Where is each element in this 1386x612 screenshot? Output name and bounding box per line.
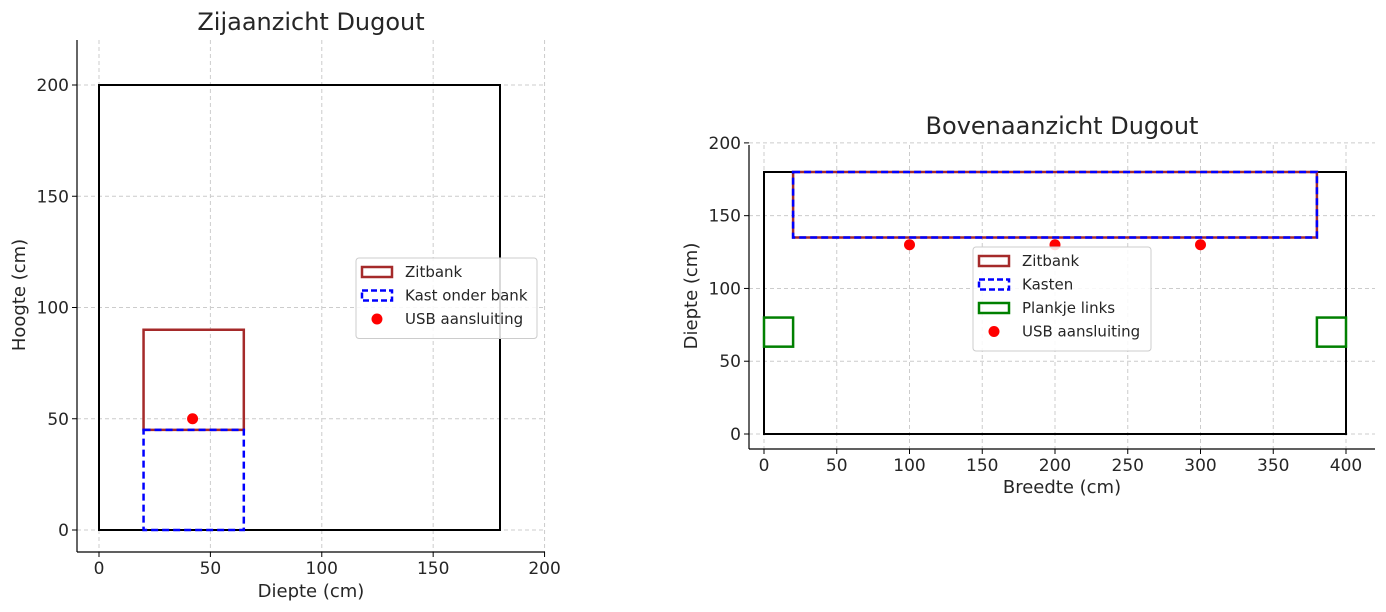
y-axis-label: Hoogte (cm) [9, 239, 30, 351]
y-axis-label: Diepte (cm) [681, 243, 702, 350]
y-tick-label: 200 [709, 134, 741, 154]
x-axis-label: Breedte (cm) [1003, 477, 1121, 498]
plankje-rect [762, 316, 795, 348]
legend-label: Plankje links [1022, 299, 1115, 317]
x-tick-label: 200 [1039, 456, 1071, 476]
y-tick-label: 50 [47, 410, 69, 430]
legend-label: USB aansluiting [1022, 323, 1140, 341]
x-tick-label: 350 [1257, 456, 1289, 476]
y-tick-label: 150 [709, 207, 741, 227]
usb-point [187, 413, 199, 425]
kast-rect [142, 428, 246, 532]
y-tick-label: 100 [37, 299, 69, 319]
x-tick-label: 100 [893, 456, 925, 476]
legend-swatch [360, 289, 394, 302]
kasten-rect [791, 170, 1319, 239]
x-tick-label: 50 [200, 559, 222, 579]
legend-marker [988, 326, 1000, 337]
chart-title: Bovenaanzicht Dugout [926, 112, 1199, 140]
legend-label: Zitbank [1022, 252, 1080, 270]
legend-label: Zitbank [405, 263, 463, 281]
y-tick-label: 200 [37, 76, 69, 96]
legend-swatch [977, 278, 1011, 291]
legend-swatch [977, 254, 1011, 268]
legend: Zitbank Kast onder bank USB aansluiting [355, 257, 538, 339]
legend-label: Kast onder bank [405, 287, 528, 305]
top-view-chart: Bovenaanzicht Dugout Breedte (cm) Diepte… [681, 112, 1375, 498]
x-tick-label: 400 [1330, 456, 1362, 476]
legend-marker [371, 313, 383, 325]
y-tick-label: 50 [719, 352, 741, 372]
x-tick-label: 150 [966, 456, 998, 476]
x-tick-label: 150 [417, 559, 449, 579]
x-tick-label: 100 [306, 559, 338, 579]
usb-point [904, 239, 915, 251]
y-tick-label: 0 [58, 521, 69, 541]
legend: Zitbank Kasten Plankje links USB aansluitin… [972, 246, 1152, 352]
plankje-rect [1315, 316, 1348, 348]
legend-swatch [977, 301, 1011, 315]
legend-box [355, 257, 538, 339]
y-tick-label: 150 [37, 187, 69, 207]
usb-point [1195, 239, 1206, 251]
legend-label: USB aansluiting [405, 310, 523, 328]
x-tick-label: 200 [528, 559, 560, 579]
x-tick-label: 250 [1112, 456, 1144, 476]
x-axis-label: Diepte (cm) [258, 581, 365, 602]
legend-box [972, 246, 1152, 352]
x-tick-label: 0 [94, 559, 105, 579]
chart-title: Zijaanzicht Dugout [197, 8, 424, 36]
y-tick-label: 0 [730, 425, 741, 445]
legend-label: Kasten [1022, 276, 1073, 294]
y-tick-label: 100 [709, 279, 741, 299]
side-view-chart: Zijaanzicht Dugout Diepte (cm) Hoogte (c… [9, 8, 561, 602]
x-tick-label: 300 [1184, 456, 1216, 476]
x-tick-label: 0 [759, 456, 770, 476]
legend-swatch [360, 265, 394, 279]
x-tick-label: 50 [826, 456, 848, 476]
